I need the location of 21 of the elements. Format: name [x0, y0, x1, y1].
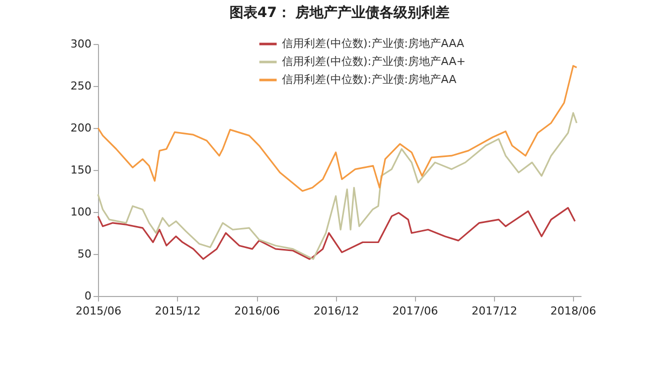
x-tick-label: 2015/12	[154, 304, 201, 318]
y-tick-label: 300	[70, 38, 92, 50]
y-tick-label: 100	[70, 206, 92, 218]
line-series	[97, 207, 576, 260]
y-tick-label: 250	[70, 80, 92, 92]
legend-label: 信用利差(中位数):产业债:房地产AAA	[282, 37, 465, 50]
legend-label: 信用利差(中位数):产业债:房地产AA+	[282, 55, 466, 68]
line-series	[97, 112, 578, 260]
x-tick-label: 2018/06	[550, 304, 596, 318]
chart-title: 图表47： 房地产产业债各级别利差	[229, 4, 450, 21]
line-series	[97, 65, 578, 192]
y-tick-label: 150	[70, 164, 92, 176]
x-tick-label: 2015/06	[76, 304, 122, 318]
y-tick-label: 50	[78, 248, 92, 260]
y-tick-label: 200	[70, 122, 92, 134]
y-tick-label: 0	[84, 290, 92, 302]
x-tick-label: 2016/12	[313, 304, 360, 318]
legend-label: 信用利差(中位数):产业债:房地产AA	[282, 73, 457, 86]
x-tick-label: 2017/06	[392, 304, 438, 318]
x-tick-label: 2016/06	[234, 304, 280, 318]
x-tick-label: 2017/12	[472, 304, 518, 318]
